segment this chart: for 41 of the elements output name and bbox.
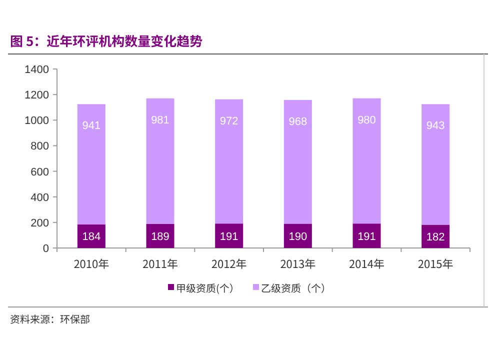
x-tick-label: 2010年 [74, 256, 110, 272]
bar [352, 98, 381, 224]
legend-label: 乙级资质（个） [261, 280, 331, 295]
data-label: 191 [358, 230, 376, 243]
bar [215, 99, 244, 224]
bar [77, 104, 106, 224]
y-tick-label: 200 [30, 217, 49, 230]
bar [284, 100, 312, 224]
bar [284, 224, 312, 248]
y-tick-label: 1400 [24, 64, 49, 76]
y-tick-label: 800 [30, 140, 49, 153]
data-label: 182 [426, 231, 445, 244]
y-tick-label: 400 [30, 192, 49, 204]
data-label: 941 [82, 120, 101, 132]
bar [422, 104, 450, 225]
data-label: 191 [220, 230, 238, 243]
text: 资料来源：环保部 [10, 311, 90, 326]
bar [352, 224, 381, 248]
data-label: 184 [82, 231, 101, 244]
data-label: 189 [151, 230, 170, 243]
data-label: 968 [288, 116, 308, 128]
x-tick-label: 2015年 [418, 256, 454, 272]
x-tick-label: 2012年 [211, 256, 247, 272]
bar [422, 224, 450, 248]
y-tick-label: 600 [30, 166, 49, 178]
bar [215, 224, 244, 248]
x-tick-label: 2011年 [142, 256, 178, 272]
y-tick-label: 1200 [24, 90, 49, 102]
bar [146, 98, 174, 224]
bar [77, 224, 106, 248]
x-tick-label: 2013年 [280, 256, 316, 272]
data-label: 943 [426, 120, 445, 132]
data-label: 972 [220, 115, 238, 128]
chart-title: 图 5：近年环评机构数量变化趋势 [10, 31, 203, 50]
data-label: 190 [288, 230, 308, 243]
y-tick-label: 0 [42, 243, 49, 255]
y-tick-label: 1000 [24, 115, 49, 128]
data-label: 980 [358, 114, 376, 126]
legend-label: 甲级资质(个） [176, 280, 240, 295]
data-label: 981 [151, 114, 170, 126]
x-tick-label: 2014年 [349, 256, 384, 272]
